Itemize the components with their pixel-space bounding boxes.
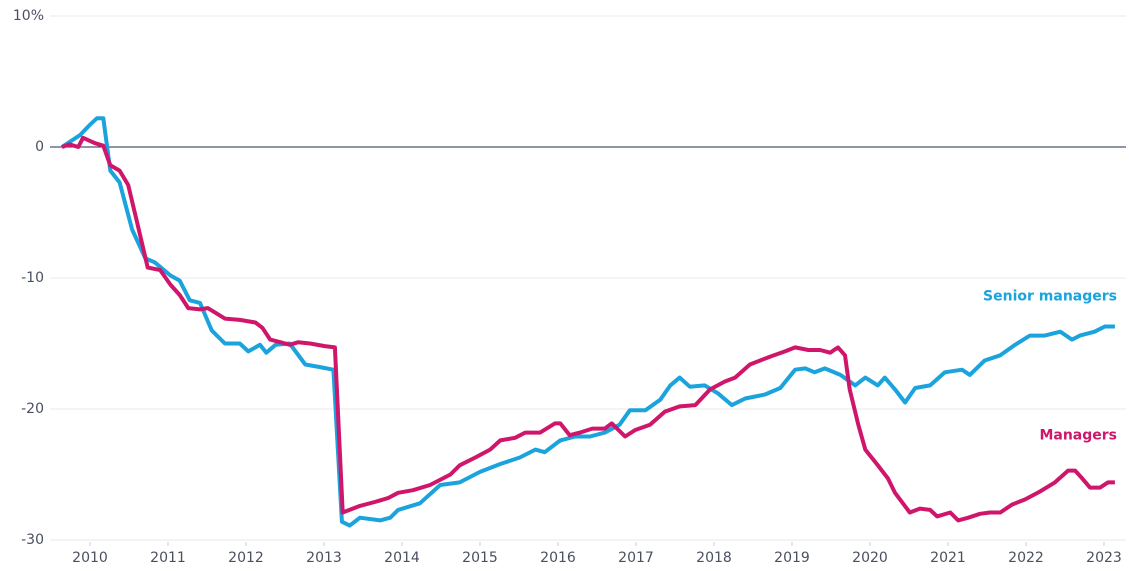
x-tick-label: 2011 (150, 550, 186, 566)
x-tick-label: 2013 (306, 550, 342, 566)
x-tick-label: 2020 (852, 550, 888, 566)
x-tick-label: 2012 (228, 550, 264, 566)
series-line (60, 116, 1115, 528)
y-tick-label: -30 (21, 532, 44, 548)
x-tick-label: 2010 (72, 550, 108, 566)
series-label: Senior managers (983, 288, 1117, 304)
y-tick-label: -10 (21, 270, 44, 286)
series-label: Managers (1039, 427, 1117, 443)
x-tick-label: 2022 (1008, 550, 1044, 566)
series-line (61, 135, 1115, 523)
x-tick-label: 2015 (462, 550, 498, 566)
y-tick-label: -20 (21, 401, 44, 417)
y-tick-label: 10% (13, 8, 44, 24)
x-tick-label: 2016 (540, 550, 576, 566)
y-tick-label: 0 (35, 139, 44, 155)
x-tick-label: 2023 (1086, 550, 1122, 566)
x-tick-label: 2017 (618, 550, 654, 566)
x-tick-label: 2019 (774, 550, 810, 566)
x-tick-label: 2018 (696, 550, 732, 566)
x-tick-label: 2014 (384, 550, 420, 566)
x-tick-label: 2021 (930, 550, 966, 566)
